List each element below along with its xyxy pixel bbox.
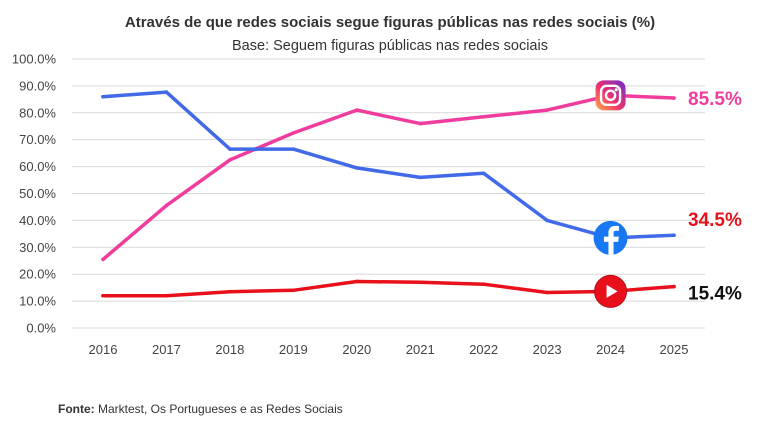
facebook-icon	[593, 220, 628, 255]
y-tick-label: 100.0%	[12, 52, 57, 67]
series-lines	[101, 90, 676, 298]
x-tick-label: 2019	[279, 342, 308, 357]
y-tick-label: 70.0%	[19, 132, 56, 147]
data-point-instagram	[672, 96, 676, 100]
data-point-instagram	[418, 121, 423, 126]
x-tick-label: 2020	[342, 342, 371, 357]
x-tick-label: 2024	[596, 342, 625, 357]
data-point-youtube	[228, 289, 232, 294]
data-point-facebook	[672, 233, 676, 237]
data-point-instagram	[164, 203, 169, 208]
x-tick-label: 2016	[89, 342, 118, 357]
end-labels: 85.5% 34.5% 15.4%	[688, 89, 742, 305]
data-point-instagram	[291, 131, 296, 135]
data-point-instagram	[354, 108, 359, 112]
series-line-youtube	[101, 279, 676, 298]
data-point-instagram	[228, 158, 232, 162]
source-text: Marktest, Os Portugueses e as Redes Soci…	[95, 402, 343, 416]
data-point-instagram	[481, 115, 486, 119]
youtube-icon	[594, 274, 628, 308]
data-point-instagram	[545, 108, 549, 112]
data-point-youtube	[101, 293, 105, 298]
data-point-facebook	[101, 94, 105, 99]
x-tick-label: 2023	[533, 342, 562, 357]
y-tick-label: 20.0%	[19, 267, 56, 282]
instagram-icon	[595, 80, 626, 111]
end-label-youtube: 15.4%	[688, 284, 742, 305]
x-tick-label: 2021	[406, 342, 435, 357]
x-tick-label: 2022	[469, 342, 498, 357]
x-tick-label: 2025	[660, 342, 689, 357]
source-label: Fonte:	[58, 402, 95, 416]
y-axis: 0.0% 10.0% 20.0% 30.0% 40.0% 50.0% 60.0% 70.0% 8…	[12, 52, 57, 336]
data-point-instagram	[101, 257, 105, 262]
data-point-youtube	[164, 293, 169, 298]
y-tick-label: 10.0%	[19, 294, 56, 309]
data-point-facebook	[228, 147, 232, 151]
chart-subtitle: Base: Seguem figuras públicas nas redes …	[232, 38, 548, 54]
y-tick-label: 40.0%	[19, 213, 56, 228]
y-tick-label: 80.0%	[19, 105, 56, 120]
data-point-youtube	[545, 290, 549, 295]
y-tick-label: 0.0%	[26, 321, 56, 336]
source-note: Fonte: Marktest, Os Portugueses e as Red…	[58, 402, 343, 416]
data-point-facebook	[164, 90, 169, 94]
y-tick-label: 30.0%	[19, 240, 56, 255]
data-point-facebook	[545, 218, 549, 223]
data-point-youtube	[354, 279, 359, 284]
y-tick-label: 90.0%	[19, 78, 56, 93]
y-tick-label: 60.0%	[19, 159, 56, 174]
y-tick-label: 50.0%	[19, 186, 56, 201]
x-tick-label: 2018	[215, 342, 244, 357]
x-tick-label: 2017	[152, 342, 181, 357]
data-point-youtube	[418, 280, 423, 285]
data-point-youtube	[291, 288, 296, 293]
data-point-youtube	[672, 284, 676, 289]
data-point-facebook	[354, 166, 359, 170]
data-point-facebook	[418, 175, 423, 180]
data-point-facebook	[481, 171, 486, 176]
end-label-facebook: 34.5%	[688, 210, 742, 231]
data-point-facebook	[291, 147, 296, 151]
series-icons	[593, 80, 628, 308]
series-line-instagram	[101, 93, 676, 262]
data-point-youtube	[481, 282, 486, 286]
series-line-facebook	[101, 90, 676, 240]
chart-title: Através de que redes sociais segue figur…	[125, 14, 655, 31]
end-label-instagram: 85.5%	[688, 89, 742, 110]
x-axis: 2016 2017 2018 2019 2020 2021 2022 2023 2024 2025	[89, 342, 689, 357]
